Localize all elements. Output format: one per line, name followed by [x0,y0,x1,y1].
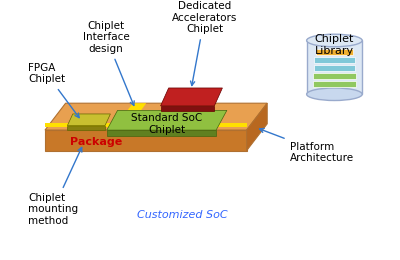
Bar [314,65,355,71]
Ellipse shape [307,34,362,47]
Text: Platform
Architecture: Platform Architecture [260,128,354,163]
Text: Standard SoC
Chiplet: Standard SoC Chiplet [131,113,202,135]
Polygon shape [67,114,110,126]
Bar [313,73,356,79]
Polygon shape [113,103,146,130]
Bar [307,41,362,94]
Text: Customized SoC: Customized SoC [137,210,228,220]
Polygon shape [67,126,105,130]
Polygon shape [160,88,222,106]
Ellipse shape [307,88,362,101]
Polygon shape [45,130,246,151]
Polygon shape [246,103,267,151]
Polygon shape [45,103,267,130]
Bar [313,81,356,87]
Text: FPGA
Chiplet: FPGA Chiplet [28,63,79,118]
Text: Chiplet
Library: Chiplet Library [315,34,354,56]
Text: Package: Package [70,137,122,147]
Polygon shape [107,130,216,136]
Polygon shape [107,110,227,130]
Text: Chiplet
Interface
design: Chiplet Interface design [82,21,134,106]
Bar [314,57,355,63]
Bar [316,49,353,55]
Polygon shape [160,106,214,111]
Polygon shape [45,123,246,127]
Text: Dedicated
Accelerators
Chiplet: Dedicated Accelerators Chiplet [172,1,237,86]
Text: Chiplet
mounting
method: Chiplet mounting method [28,147,82,226]
